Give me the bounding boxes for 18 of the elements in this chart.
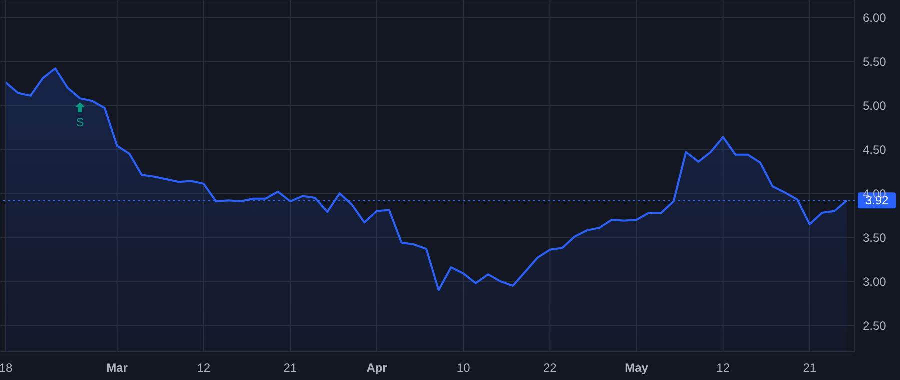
annotation: S [76,116,84,130]
x-tick-label: 18 [0,361,13,375]
y-tick-label: 4.50 [863,142,887,157]
x-tick-label: 21 [284,361,298,375]
y-tick-label: 3.50 [863,230,887,245]
y-tick-label: 5.00 [863,98,887,113]
y-tick-label: 3.00 [863,274,887,289]
x-tick-label: Mar [106,361,128,375]
x-tick-label: Apr [366,361,388,375]
x-tick-label: 22 [543,361,558,375]
y-tick-label: 5.50 [863,54,887,69]
x-tick-label: May [625,361,649,375]
x-tick-label: 12 [716,361,730,375]
x-tick-label: 21 [803,361,817,375]
y-tick-label: 6.00 [863,10,887,25]
x-tick-label: 10 [456,361,471,375]
x-tick-label: 12 [197,361,211,375]
y-tick-label: 2.50 [863,318,887,333]
